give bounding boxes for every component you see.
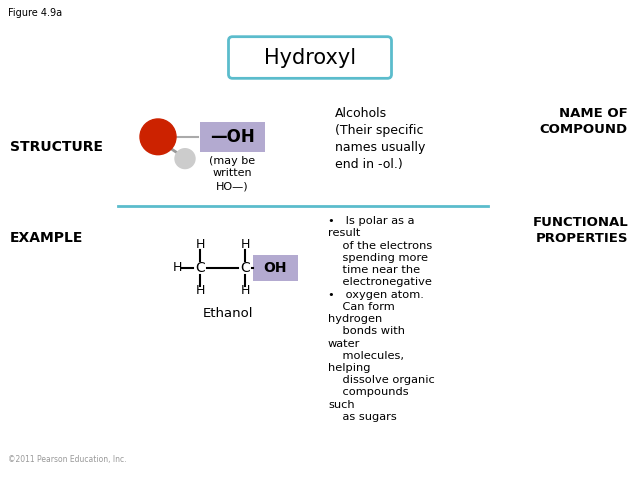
Text: C: C xyxy=(240,261,250,275)
Text: FUNCTIONAL
PROPERTIES: FUNCTIONAL PROPERTIES xyxy=(532,216,628,245)
Text: Ethanol: Ethanol xyxy=(202,307,253,320)
Text: Figure 4.9a: Figure 4.9a xyxy=(8,8,62,18)
Text: •   Is polar as a
result
    of the electrons
    spending more
    time near th: • Is polar as a result of the electrons … xyxy=(328,216,435,422)
Text: EXAMPLE: EXAMPLE xyxy=(10,231,83,245)
FancyBboxPatch shape xyxy=(200,122,265,152)
Circle shape xyxy=(140,119,176,155)
Text: H: H xyxy=(195,239,205,252)
Text: ©2011 Pearson Education, Inc.: ©2011 Pearson Education, Inc. xyxy=(8,455,127,464)
Text: H: H xyxy=(195,284,205,297)
Text: C: C xyxy=(195,261,205,275)
Text: NAME OF
COMPOUND: NAME OF COMPOUND xyxy=(540,107,628,136)
Text: Alcohols
(Their specific
names usually
end in -ol.): Alcohols (Their specific names usually e… xyxy=(335,107,426,171)
FancyBboxPatch shape xyxy=(228,36,392,78)
Text: H: H xyxy=(172,261,182,274)
Text: H: H xyxy=(240,284,250,297)
Text: H: H xyxy=(240,239,250,252)
Text: Hydroxyl: Hydroxyl xyxy=(264,48,356,68)
FancyBboxPatch shape xyxy=(253,255,298,281)
Circle shape xyxy=(175,149,195,168)
Text: OH: OH xyxy=(264,261,287,275)
Text: STRUCTURE: STRUCTURE xyxy=(10,140,103,154)
Text: —OH: —OH xyxy=(210,128,255,146)
Text: (may be
written
HO—): (may be written HO—) xyxy=(209,156,255,191)
